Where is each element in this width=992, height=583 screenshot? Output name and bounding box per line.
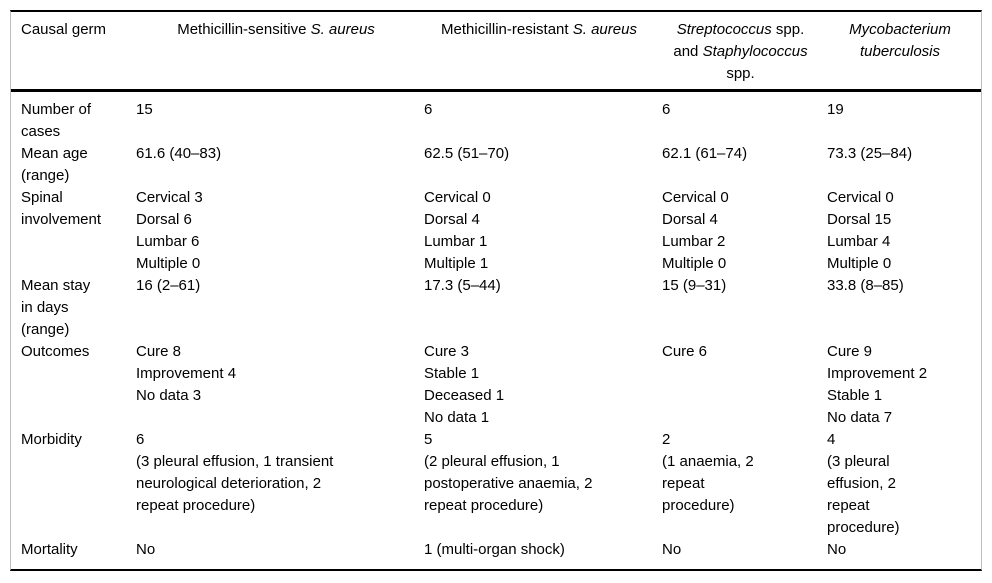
cell-spinal-involvement-tb: Cervical 0 Dorsal 15 Lumbar 4 Multiple 0 bbox=[827, 189, 894, 272]
row-label-mean-age: Mean age (range) bbox=[21, 145, 88, 184]
cell-spinal-involvement-mssa: Cervical 3 Dorsal 6 Lumbar 6 Multiple 0 bbox=[136, 189, 203, 272]
header-text: spp. and bbox=[673, 21, 805, 60]
header-text: spp. bbox=[726, 65, 755, 82]
cell-outcomes-mrsa: Cure 3 Stable 1 Deceased 1 No data 1 bbox=[424, 343, 505, 426]
cell-outcomes-strep-staph: Cure 6 bbox=[662, 343, 708, 360]
row-label-morbidity: Morbidity bbox=[21, 431, 82, 448]
cell-spinal-involvement-mrsa: Cervical 0 Dorsal 4 Lumbar 1 Multiple 1 bbox=[424, 189, 491, 272]
cell-mortality-tb: No bbox=[827, 541, 847, 558]
row-number-of-cases: Number of cases 15 6 6 19 bbox=[11, 91, 981, 144]
cell-mean-stay-mrsa: 17.3 (5–44) bbox=[424, 277, 501, 294]
row-outcomes: Outcomes Cure 8 Improvement 4 No data 3 … bbox=[11, 341, 981, 429]
cell-mean-stay-mssa: 16 (2–61) bbox=[136, 277, 201, 294]
row-mean-stay: Mean stay in days (range) 16 (2–61) 17.3… bbox=[11, 275, 981, 341]
row-mortality: Mortality No 1 (multi-organ shock) No No bbox=[11, 539, 981, 569]
cell-mean-age-mrsa: 62.5 (51–70) bbox=[424, 145, 510, 162]
cell-morbidity-tb: 4 (3 pleural effusion, 2 repeat procedur… bbox=[827, 431, 900, 536]
cell-mortality-mssa: No bbox=[136, 541, 156, 558]
cell-mean-stay-strep-staph: 15 (9–31) bbox=[662, 277, 727, 294]
cell-morbidity-mrsa: 5 (2 pleural effusion, 1 postoperative a… bbox=[424, 431, 593, 514]
row-label-outcomes: Outcomes bbox=[21, 343, 90, 360]
column-header-causal-germ: Causal germ bbox=[11, 12, 136, 92]
cell-mean-age-strep-staph: 62.1 (61–74) bbox=[662, 145, 748, 162]
row-label-mean-stay: Mean stay in days (range) bbox=[21, 277, 91, 338]
row-mean-age: Mean age (range) 61.6 (40–83) 62.5 (51–7… bbox=[11, 143, 981, 187]
cell-mean-age-tb: 73.3 (25–84) bbox=[827, 145, 913, 162]
cell-mortality-strep-staph: No bbox=[662, 541, 682, 558]
column-header-methicillin-resistant-s-aureus: Methicillin-resistant S. aureus bbox=[424, 12, 662, 92]
header-row: Causal germ Methicillin-sensitive S. aur… bbox=[11, 12, 981, 92]
column-header-mycobacterium-tuberculosis: Mycobacterium tuberculosis bbox=[827, 12, 981, 92]
cell-mean-stay-tb: 33.8 (8–85) bbox=[827, 277, 904, 294]
column-header-methicillin-sensitive-s-aureus: Methicillin-sensitive S. aureus bbox=[136, 12, 424, 92]
causal-germ-comparison-table: Causal germ Methicillin-sensitive S. aur… bbox=[11, 12, 981, 569]
cell-outcomes-mssa: Cure 8 Improvement 4 No data 3 bbox=[136, 343, 237, 404]
species-name-italic: Streptococcus bbox=[676, 21, 772, 38]
cell-number-of-cases-mrsa: 6 bbox=[424, 101, 433, 118]
cell-mean-age-mssa: 61.6 (40–83) bbox=[136, 145, 222, 162]
cell-morbidity-strep-staph: 2 (1 anaemia, 2 repeat procedure) bbox=[662, 431, 754, 514]
species-name-italic: S. aureus bbox=[310, 21, 375, 38]
species-name-italic: Staphylococcus bbox=[702, 43, 808, 60]
cell-mortality-mrsa: 1 (multi-organ shock) bbox=[424, 541, 565, 558]
species-name-italic: S. aureus bbox=[572, 21, 637, 38]
row-label-mortality: Mortality bbox=[21, 541, 78, 558]
header-text: Methicillin-resistant bbox=[441, 21, 573, 38]
cell-morbidity-mssa: 6 (3 pleural effusion, 1 transient neuro… bbox=[136, 431, 334, 514]
table-frame: Causal germ Methicillin-sensitive S. aur… bbox=[10, 10, 982, 571]
row-morbidity: Morbidity 6 (3 pleural effusion, 1 trans… bbox=[11, 429, 981, 539]
row-label-number-of-cases: Number of cases bbox=[21, 101, 92, 140]
cell-spinal-involvement-strep-staph: Cervical 0 Dorsal 4 Lumbar 2 Multiple 0 bbox=[662, 189, 729, 272]
species-name-italic: Mycobacterium tuberculosis bbox=[849, 21, 951, 60]
cell-number-of-cases-strep-staph: 6 bbox=[662, 101, 671, 118]
cell-number-of-cases-mssa: 15 bbox=[136, 101, 153, 118]
row-spinal-involvement: Spinal involvement Cervical 3 Dorsal 6 L… bbox=[11, 187, 981, 275]
header-text: Methicillin-sensitive bbox=[177, 21, 311, 38]
row-label-spinal-involvement: Spinal involvement bbox=[21, 189, 102, 228]
cell-number-of-cases-tb: 19 bbox=[827, 101, 844, 118]
cell-outcomes-tb: Cure 9 Improvement 2 Stable 1 No data 7 bbox=[827, 343, 928, 426]
header-text: Causal germ bbox=[21, 21, 107, 38]
column-header-streptococcus-staphylococcus: Streptococcus spp. and Staphylococcus sp… bbox=[662, 12, 827, 92]
